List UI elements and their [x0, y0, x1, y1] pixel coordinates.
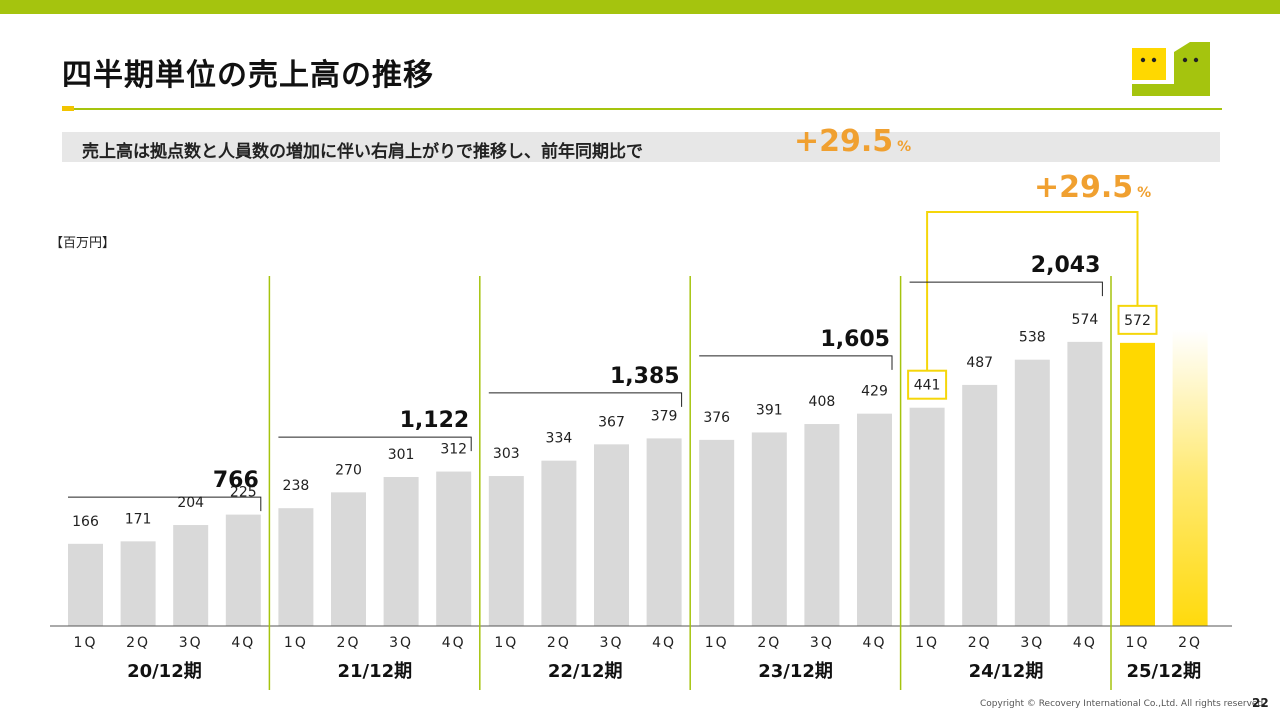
annual-total-label: 1,385 [610, 364, 680, 389]
summary-banner: 売上高は拠点数と人員数の増加に伴い右肩上がりで推移し、前年同期比で +29.5% [62, 124, 1220, 162]
bar-forecast [1172, 330, 1208, 626]
quarter-label: 4Q [652, 635, 676, 651]
quarter-label: 1Q [74, 635, 98, 651]
bar [331, 492, 366, 626]
value-label: 367 [598, 414, 625, 430]
bar [436, 471, 472, 626]
quarter-label: 1Q [494, 635, 518, 651]
yoy-connector [926, 211, 1139, 371]
bar [962, 384, 998, 626]
value-label: 487 [966, 355, 993, 371]
bar [699, 439, 735, 626]
value-label: 312 [440, 442, 467, 458]
quarter-label: 2Q [337, 635, 361, 651]
growth-callout-unit: % [1137, 185, 1152, 201]
quarter-label: 2Q [547, 635, 571, 651]
bar [1120, 342, 1155, 626]
highlight-box [1117, 304, 1158, 335]
unit-label: 【百万円】 [50, 236, 116, 251]
page-number: 22 [1252, 696, 1269, 710]
fiscal-year-label: 23/12期 [758, 661, 833, 682]
growth-callout: +29.5% [1034, 170, 1151, 205]
bar [804, 424, 840, 626]
company-logo-icon [1132, 42, 1210, 96]
value-label: 376 [703, 410, 730, 426]
value-label: 538 [1019, 330, 1046, 346]
bar [120, 541, 156, 626]
annual-total-label: 1,122 [400, 408, 470, 433]
quarter-label: 2Q [126, 635, 150, 651]
fiscal-year-label: 25/12期 [1126, 661, 1201, 682]
value-label: 572 [1124, 313, 1151, 329]
quarter-label: 1Q [705, 635, 729, 651]
annual-total-label: 1,605 [820, 327, 890, 352]
bar [1014, 359, 1050, 626]
quarter-label: 3Q [600, 635, 624, 651]
bar [751, 432, 787, 626]
value-label: 301 [388, 447, 415, 463]
bar [68, 543, 103, 626]
quarter-label: 3Q [389, 635, 413, 651]
quarter-label: 3Q [1020, 635, 1044, 651]
annual-total-bracket [699, 355, 893, 370]
value-label: 238 [283, 478, 310, 494]
value-label: 574 [1072, 312, 1099, 328]
value-label: 171 [125, 511, 152, 527]
bar [594, 444, 629, 626]
bar [541, 460, 577, 626]
bar [383, 477, 419, 626]
summary-growth-value: +29.5 [794, 124, 894, 159]
value-label: 429 [861, 384, 888, 400]
value-label: 391 [756, 402, 783, 418]
quarter-label: 1Q [1126, 635, 1150, 651]
quarter-label: 3Q [179, 635, 203, 651]
annual-total-bracket [488, 392, 683, 407]
value-label: 441 [914, 378, 941, 394]
quarter-label: 1Q [284, 635, 308, 651]
quarter-label: 4Q [1073, 635, 1097, 651]
quarter-label: 3Q [810, 635, 834, 651]
value-label: 166 [72, 514, 99, 530]
annual-total-label: 766 [213, 468, 259, 493]
quarter-label: 4Q [442, 635, 466, 651]
quarter-label: 2Q [1178, 635, 1202, 651]
value-label: 334 [546, 431, 573, 447]
fiscal-year-label: 21/12期 [337, 661, 412, 682]
quarter-label: 2Q [757, 635, 781, 651]
annual-total-bracket [278, 436, 472, 452]
bar [646, 438, 682, 626]
value-label: 270 [335, 462, 362, 478]
annual-total-bracket [68, 496, 262, 512]
fiscal-year-label: 20/12期 [127, 661, 202, 682]
bar [488, 476, 524, 626]
copyright: Copyright © Recovery International Co.,L… [980, 699, 1267, 709]
title-divider [62, 108, 1222, 110]
value-label: 204 [177, 495, 204, 511]
bar [173, 525, 209, 626]
quarter-label: 4Q [863, 635, 887, 651]
fiscal-year-label: 22/12期 [548, 661, 623, 682]
value-label: 379 [651, 408, 678, 424]
summary-growth: +29.5% [794, 124, 911, 159]
value-label: 408 [809, 394, 836, 410]
annual-total-bracket [909, 281, 1103, 297]
fiscal-year-label: 24/12期 [969, 661, 1044, 682]
quarter-label: 4Q [231, 635, 255, 651]
summary-growth-unit: % [897, 139, 912, 155]
page-title: 四半期単位の売上高の推移 [62, 58, 434, 93]
bar [1067, 341, 1103, 626]
annual-total-label: 2,043 [1031, 253, 1101, 278]
bar [857, 413, 892, 626]
quarter-label: 2Q [968, 635, 992, 651]
summary-text: 売上高は拠点数と人員数の増加に伴い右肩上がりで推移し、前年同期比で [82, 142, 643, 162]
quarter-label: 1Q [915, 635, 939, 651]
value-label: 303 [493, 446, 520, 462]
title-divider-accent [62, 106, 74, 111]
bar [278, 508, 314, 626]
top-accent-bar [0, 0, 1280, 14]
bar [909, 407, 945, 626]
bar [225, 514, 261, 626]
growth-callout-value: +29.5 [1034, 170, 1134, 205]
